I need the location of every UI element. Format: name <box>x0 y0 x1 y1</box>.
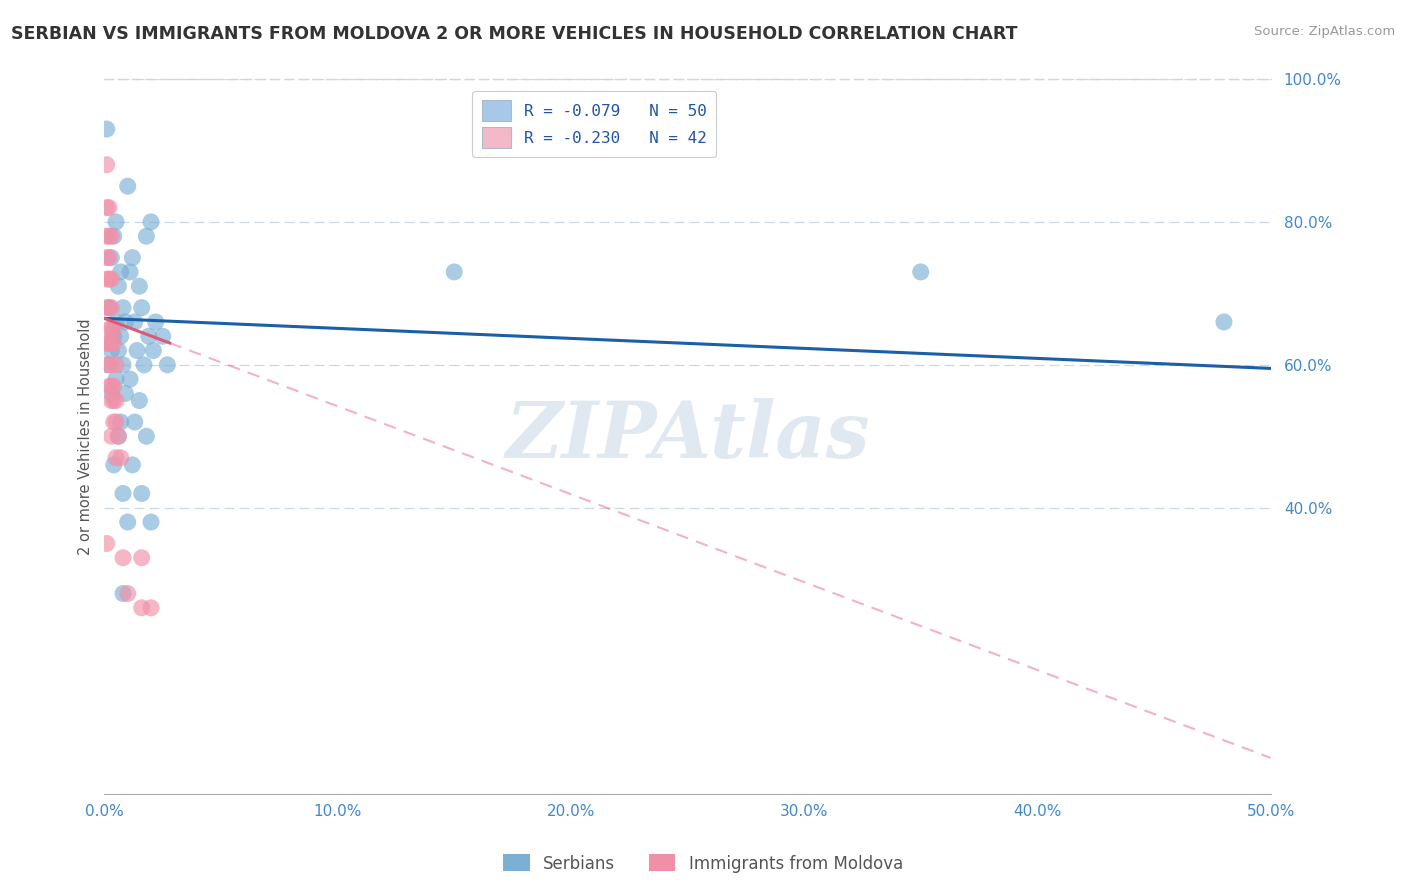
Point <box>96 251 118 265</box>
Point <box>103 329 125 343</box>
Point <box>105 450 128 465</box>
Point <box>131 486 153 500</box>
Point <box>105 415 128 429</box>
Text: ZIPAtlas: ZIPAtlas <box>505 398 870 475</box>
Point <box>112 486 135 500</box>
Point <box>98 229 121 244</box>
Point <box>156 358 179 372</box>
Point <box>96 229 118 244</box>
Point <box>107 429 129 443</box>
Point <box>96 272 118 286</box>
Point <box>98 251 121 265</box>
Point <box>124 315 146 329</box>
Point <box>110 450 132 465</box>
Point <box>117 586 139 600</box>
Point <box>98 301 121 315</box>
Point <box>100 301 122 315</box>
Point <box>110 265 132 279</box>
Point <box>103 415 125 429</box>
Point <box>98 336 121 351</box>
Point <box>131 600 153 615</box>
Point <box>105 315 128 329</box>
Point <box>132 358 155 372</box>
Point <box>105 358 128 372</box>
Point <box>121 251 143 265</box>
Point <box>98 358 121 372</box>
Point <box>96 536 118 550</box>
Point <box>1213 315 1236 329</box>
Point <box>124 415 146 429</box>
Point <box>131 550 153 565</box>
Point <box>117 179 139 194</box>
Point <box>98 322 121 336</box>
Point <box>100 343 122 358</box>
Point <box>910 265 932 279</box>
Point <box>96 122 118 136</box>
Point <box>98 379 121 393</box>
Point <box>100 358 122 372</box>
Point <box>135 229 157 244</box>
Text: Source: ZipAtlas.com: Source: ZipAtlas.com <box>1254 25 1395 38</box>
Point <box>96 158 118 172</box>
Point <box>100 272 122 286</box>
Point <box>100 336 122 351</box>
Point <box>100 386 122 401</box>
Point <box>96 301 118 315</box>
Point <box>128 279 150 293</box>
Point <box>100 322 122 336</box>
Point <box>107 429 129 443</box>
Point <box>98 201 121 215</box>
Point <box>103 229 125 244</box>
Point <box>98 272 121 286</box>
Point <box>112 301 135 315</box>
Point <box>114 386 136 401</box>
Point <box>138 329 160 343</box>
Point <box>100 429 122 443</box>
Point <box>100 229 122 244</box>
Point <box>100 379 122 393</box>
Point <box>139 215 162 229</box>
Point <box>131 301 153 315</box>
Point <box>100 251 122 265</box>
Point <box>96 201 118 215</box>
Point <box>103 336 125 351</box>
Y-axis label: 2 or more Vehicles in Household: 2 or more Vehicles in Household <box>79 318 93 555</box>
Point <box>128 393 150 408</box>
Point <box>110 415 132 429</box>
Point <box>103 322 125 336</box>
Point <box>118 265 141 279</box>
Legend: R = -0.079   N = 50, R = -0.230   N = 42: R = -0.079 N = 50, R = -0.230 N = 42 <box>472 91 716 157</box>
Point <box>443 265 465 279</box>
Point <box>100 393 122 408</box>
Point <box>107 343 129 358</box>
Point <box>112 358 135 372</box>
Point <box>96 336 118 351</box>
Point <box>98 301 121 315</box>
Point <box>112 550 135 565</box>
Point <box>103 393 125 408</box>
Point <box>121 458 143 472</box>
Point <box>103 379 125 393</box>
Point <box>142 343 165 358</box>
Point <box>112 586 135 600</box>
Point <box>105 393 128 408</box>
Point <box>118 372 141 386</box>
Legend: Serbians, Immigrants from Moldova: Serbians, Immigrants from Moldova <box>496 847 910 880</box>
Point <box>139 600 162 615</box>
Point <box>125 343 148 358</box>
Point <box>145 315 167 329</box>
Point <box>110 329 132 343</box>
Point <box>103 458 125 472</box>
Point <box>152 329 174 343</box>
Point <box>135 429 157 443</box>
Point <box>96 358 118 372</box>
Text: SERBIAN VS IMMIGRANTS FROM MOLDOVA 2 OR MORE VEHICLES IN HOUSEHOLD CORRELATION C: SERBIAN VS IMMIGRANTS FROM MOLDOVA 2 OR … <box>11 25 1018 43</box>
Point <box>114 315 136 329</box>
Point <box>107 279 129 293</box>
Point <box>105 372 128 386</box>
Point <box>117 515 139 529</box>
Point <box>139 515 162 529</box>
Point <box>105 215 128 229</box>
